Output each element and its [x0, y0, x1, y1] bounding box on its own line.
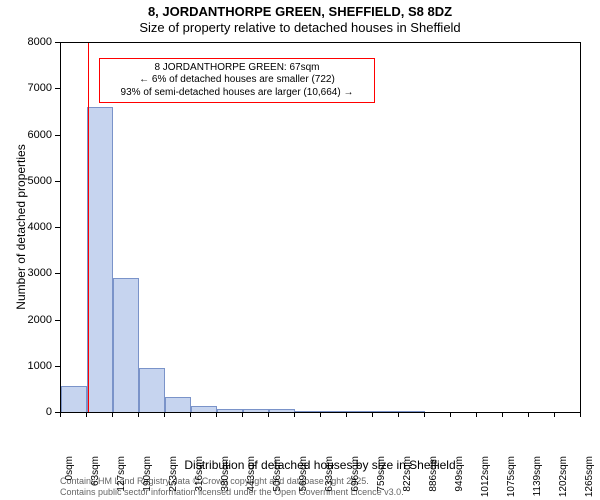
x-tick-label: 822sqm — [402, 456, 413, 492]
y-tick-label: 0 — [0, 406, 52, 418]
x-tick — [502, 412, 503, 417]
x-tick — [528, 412, 529, 417]
x-tick — [580, 412, 581, 417]
y-tick — [55, 227, 60, 228]
y-tick — [55, 88, 60, 89]
x-tick — [190, 412, 191, 417]
x-tick-label: 1139sqm — [532, 456, 543, 496]
histogram-bar — [139, 368, 164, 413]
plot-area: 8 JORDANTHORPE GREEN: 67sqm← 6% of detac… — [60, 42, 581, 413]
x-tick — [216, 412, 217, 417]
x-tick — [320, 412, 321, 417]
x-tick — [164, 412, 165, 417]
y-tick-label: 4000 — [0, 221, 52, 233]
x-tick-label: 380sqm — [220, 456, 231, 492]
annotation-line: ← 6% of detached houses are smaller (722… — [106, 74, 368, 87]
y-tick — [55, 135, 60, 136]
x-tick-label: 1012sqm — [480, 456, 491, 497]
x-tick-label: 63sqm — [90, 456, 101, 486]
x-tick-label: 949sqm — [454, 456, 465, 492]
y-tick-label: 6000 — [0, 129, 52, 141]
y-tick — [55, 320, 60, 321]
y-axis-line — [60, 42, 61, 412]
y-tick — [55, 366, 60, 367]
chart-title: 8, JORDANTHORPE GREEN, SHEFFIELD, S8 8DZ — [0, 4, 600, 19]
x-axis-title: Distribution of detached houses by size … — [60, 458, 580, 472]
x-tick-label: 316sqm — [194, 456, 205, 492]
x-tick — [268, 412, 269, 417]
x-tick — [450, 412, 451, 417]
x-tick-label: 253sqm — [168, 456, 179, 492]
x-tick — [242, 412, 243, 417]
chart-subtitle: Size of property relative to detached ho… — [0, 20, 600, 35]
x-tick-label: 0sqm — [64, 456, 75, 480]
x-tick-label: 190sqm — [142, 456, 153, 492]
y-tick — [55, 181, 60, 182]
y-tick — [55, 42, 60, 43]
x-tick-label: 569sqm — [298, 456, 309, 492]
x-tick — [346, 412, 347, 417]
x-tick-label: 1265sqm — [584, 456, 595, 497]
x-tick — [294, 412, 295, 417]
y-tick-label: 7000 — [0, 82, 52, 94]
reference-line — [88, 43, 89, 413]
x-tick — [86, 412, 87, 417]
x-tick-label: 443sqm — [246, 456, 257, 492]
x-tick-label: 1075sqm — [506, 456, 517, 497]
histogram-bar — [113, 278, 138, 413]
x-tick — [476, 412, 477, 417]
x-tick-label: 633sqm — [324, 456, 335, 492]
annotation-line: 8 JORDANTHORPE GREEN: 67sqm — [106, 62, 368, 75]
histogram-bar — [61, 386, 86, 413]
x-tick — [60, 412, 61, 417]
x-tick-label: 886sqm — [428, 456, 439, 492]
x-tick-label: 506sqm — [272, 456, 283, 492]
x-tick — [138, 412, 139, 417]
histogram-bar — [165, 397, 190, 413]
x-tick — [112, 412, 113, 417]
y-tick-label: 8000 — [0, 36, 52, 48]
y-tick-label: 1000 — [0, 360, 52, 372]
x-tick-label: 696sqm — [350, 456, 361, 492]
y-tick-label: 2000 — [0, 314, 52, 326]
x-tick-label: 759sqm — [376, 456, 387, 492]
y-tick — [55, 273, 60, 274]
footer-line-1: Contains HM Land Registry data © Crown c… — [60, 476, 369, 486]
annotation-line: 93% of semi-detached houses are larger (… — [106, 87, 368, 100]
annotation-box: 8 JORDANTHORPE GREEN: 67sqm← 6% of detac… — [99, 58, 375, 104]
x-tick — [372, 412, 373, 417]
x-tick — [398, 412, 399, 417]
chart-container: { "title": { "main": "8, JORDANTHORPE GR… — [0, 0, 600, 500]
y-tick-label: 3000 — [0, 267, 52, 279]
y-tick-label: 5000 — [0, 175, 52, 187]
histogram-bar — [87, 107, 112, 413]
x-tick — [424, 412, 425, 417]
x-tick-label: 1202sqm — [558, 456, 569, 497]
x-tick-label: 127sqm — [116, 456, 127, 492]
x-tick — [554, 412, 555, 417]
